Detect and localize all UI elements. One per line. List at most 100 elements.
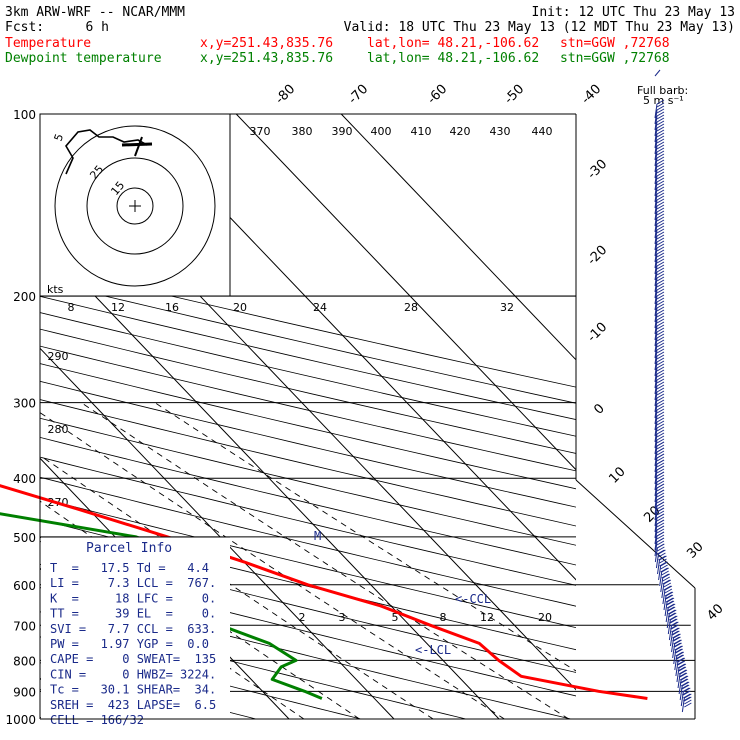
- wind-barb: [654, 349, 658, 365]
- hodograph-units: kts: [47, 283, 64, 296]
- parcel-info-row: LI = 7.3 LCL = 767.: [50, 576, 216, 590]
- wind-barb-flag: [656, 384, 665, 390]
- wind-barb-flag: [668, 615, 677, 621]
- wind-barb-flag: [662, 579, 671, 585]
- isotherm-label: -10: [585, 320, 611, 346]
- wind-barb-flag: [665, 594, 674, 600]
- wind-barb-flag: [656, 213, 665, 219]
- wind-barb-flag: [656, 501, 665, 507]
- wind-barb-flag: [656, 120, 665, 126]
- wind-barb-flag: [659, 561, 667, 567]
- theta-label: 390: [332, 125, 353, 138]
- wind-barb: [654, 103, 658, 119]
- wind-barb-flag: [656, 348, 665, 354]
- wind-barb-flag: [656, 156, 665, 162]
- wind-barb-flag: [656, 318, 665, 324]
- wind-barb-flag: [657, 549, 665, 555]
- forecast-hour: 6 h: [86, 20, 109, 35]
- wind-barb-flag: [656, 489, 665, 495]
- wind-barb-flag: [656, 282, 665, 288]
- dry-adiabat: [40, 456, 576, 586]
- wind-barb: [654, 271, 658, 287]
- wind-barb: [654, 451, 658, 467]
- wind-barb: [654, 277, 658, 293]
- wind-barb-flag: [656, 534, 665, 540]
- wind-barb-flag: [679, 675, 688, 681]
- hodograph-speed-scale: 8 12 16 20 24 28 32: [40, 295, 576, 314]
- wind-barb-flag: [661, 567, 669, 573]
- wind-barb: [654, 127, 658, 143]
- valid-time: Valid: 18 UTC Thu 23 May 13 (12 MDT Thu …: [344, 20, 735, 35]
- wind-barb-flag: [656, 357, 665, 363]
- wind-barb: [654, 319, 658, 335]
- wind-barb: [654, 385, 658, 401]
- wind-barb-key: [654, 69, 661, 77]
- wind-barb: [654, 187, 658, 203]
- parcel-info-row: PW = 1.97 YGP = 0.0: [50, 637, 209, 651]
- wind-barb-flag: [656, 240, 665, 246]
- wind-barb-flag: [678, 666, 687, 672]
- wind-barb-flag: [656, 294, 665, 300]
- wind-barb-flag: [671, 621, 679, 627]
- mixing-ratio-label: 20: [538, 611, 552, 624]
- wind-barb-flag: [656, 216, 665, 222]
- wind-barb: [654, 337, 658, 353]
- wind-barb-flag: [656, 405, 665, 411]
- wind-barb-flag: [663, 585, 672, 591]
- wind-barb: [654, 493, 658, 509]
- wind-barb-flag: [656, 363, 665, 369]
- wind-barb-flag: [656, 417, 665, 423]
- wind-barb-flag: [658, 549, 666, 555]
- wind-barb-flag: [656, 159, 665, 165]
- wind-barb: [654, 115, 658, 131]
- wind-barb-flag: [656, 273, 665, 279]
- wind-barb: [676, 667, 680, 683]
- wind-barb: [654, 253, 658, 269]
- hodograph-scale-label: 12: [111, 301, 125, 314]
- mixing-ratio-label: 5: [392, 611, 399, 624]
- parcel-info-row: Tc = 30.1 SHEAR= 34.: [50, 683, 216, 697]
- pressure-label: 400: [13, 472, 36, 486]
- parcel-info-background: [41, 537, 230, 719]
- wind-barb-flag: [656, 174, 665, 180]
- wind-barb: [654, 259, 658, 275]
- wind-barb-flag: [656, 444, 665, 450]
- wind-barb-flag: [656, 99, 665, 105]
- wind-barb: [654, 517, 658, 533]
- wind-barb-flag: [656, 279, 665, 285]
- isotherm: [235, 114, 576, 471]
- theta-label: 410: [411, 125, 432, 138]
- wind-barb-flag: [670, 618, 678, 624]
- parcel-info-rows: T = 17.5 Td = 4.4LI = 7.3 LCL = 767.K = …: [50, 561, 216, 727]
- hodograph: 5 25 15 kts 8 12 16 20 24 28 32: [39, 113, 576, 314]
- wind-barb-flag: [672, 633, 680, 639]
- wind-barb: [654, 427, 658, 443]
- wind-barb-flag: [656, 129, 665, 135]
- wind-barb-flag: [656, 462, 665, 468]
- parcel-info-row: SVI = 7.7 CCL = 633.: [50, 622, 216, 636]
- wind-barb: [654, 439, 658, 455]
- wind-barb-flag: [661, 570, 669, 576]
- wind-barb-flag: [656, 138, 665, 144]
- dry-adiabat: [40, 436, 576, 566]
- isotherm-label: -20: [585, 243, 611, 269]
- lcl-marker: <-LCL: [415, 643, 451, 657]
- dry-adiabat: [40, 563, 576, 697]
- wind-barb: [660, 577, 664, 593]
- temperature-line: [0, 484, 648, 700]
- wind-barb-flag: [660, 561, 668, 567]
- wind-barb-flag: [656, 336, 665, 342]
- isotherm: [40, 347, 395, 719]
- wind-barb-flag: [656, 531, 665, 537]
- wind-barb-flag: [656, 201, 665, 207]
- wind-barb-flag: [656, 219, 665, 225]
- wind-barb-flag: [681, 684, 690, 690]
- wind-barb-flag: [663, 579, 672, 585]
- wind-barb: [654, 205, 658, 221]
- wind-barb: [665, 607, 669, 623]
- wind-barb-flag: [656, 177, 665, 183]
- wind-barb-flag: [656, 192, 665, 198]
- wind-barb: [654, 469, 658, 485]
- wind-barb-flag: [674, 639, 682, 645]
- wind-barb-flag: [656, 171, 665, 177]
